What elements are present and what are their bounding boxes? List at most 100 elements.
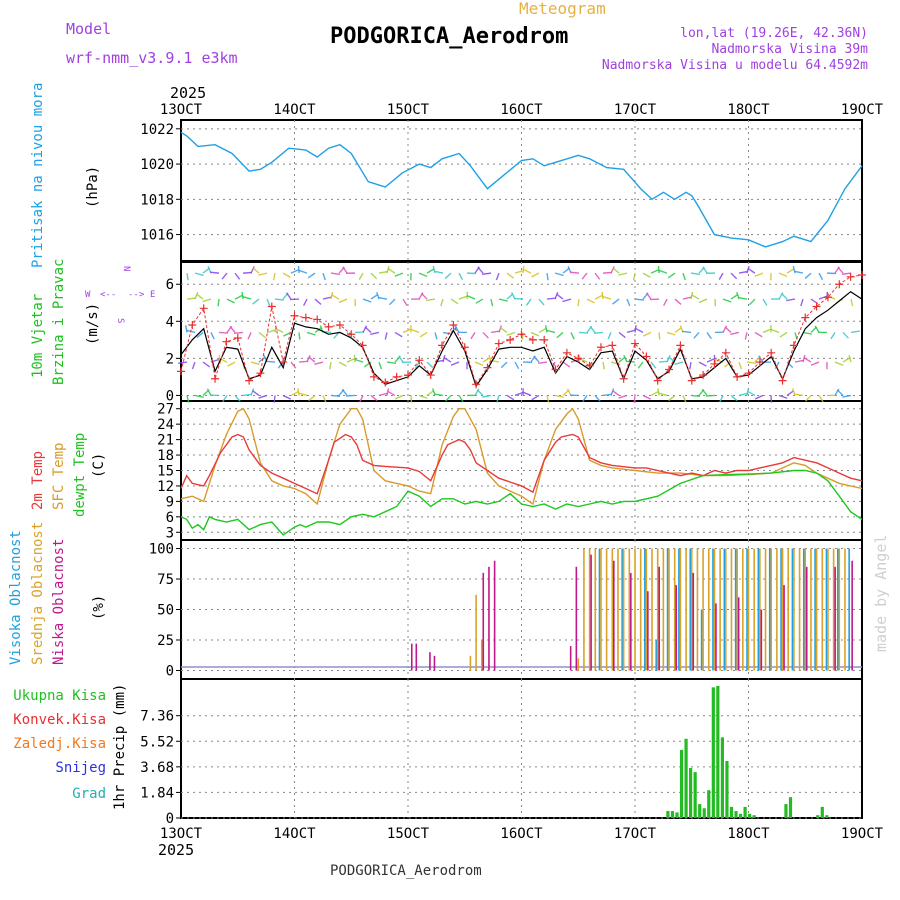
wind-barb: [754, 272, 764, 277]
x-tick-bottom: 19OCT: [841, 826, 884, 842]
meteogram-label: Meteogram: [519, 0, 606, 18]
precip-bar: [670, 811, 675, 818]
wind-barb: [178, 361, 188, 365]
gust-point: [744, 369, 753, 378]
wind-barb: [442, 331, 452, 335]
y-tick-label: 4: [166, 314, 174, 330]
wind-barb: [434, 393, 444, 397]
wind-barb: [778, 394, 788, 399]
wind-barb: [482, 357, 491, 363]
gust-point: [392, 372, 401, 381]
gust-point: [335, 321, 344, 330]
y-tick-label: 0: [166, 388, 174, 404]
compass-w: W: [85, 290, 91, 300]
cloud-unit: (%): [91, 595, 107, 620]
compass-s: S: [115, 318, 125, 323]
gust-point: [755, 358, 764, 367]
precip-bar: [689, 767, 693, 818]
wind-barb: [779, 331, 788, 338]
wind-barb: [730, 293, 739, 300]
gust-point: [665, 365, 674, 374]
wind-barb: [314, 361, 324, 365]
y-tick-label: 0: [166, 811, 174, 827]
wind-barb: [698, 361, 707, 367]
wind-barb: [217, 298, 220, 307]
wind-barb: [387, 268, 396, 274]
wind-barb: [410, 328, 420, 334]
wind-barb: [723, 361, 732, 368]
wind-barb: [778, 272, 788, 278]
wind-barb: [658, 360, 669, 363]
precip-bar: [711, 687, 715, 818]
wind-barb: [786, 298, 796, 302]
gust-point: [415, 356, 424, 365]
gust-point: [608, 341, 617, 350]
wind-barb: [562, 298, 572, 303]
wind-barb: [475, 298, 484, 304]
wind-barb: [398, 355, 404, 363]
y-tick-label: 9: [166, 494, 174, 510]
gust-point: [233, 333, 242, 342]
wind-barb: [506, 394, 515, 401]
wind-barb: [754, 331, 763, 338]
pressure-title: Pritisak na nivou mora: [30, 83, 46, 268]
wind-barb: [691, 294, 700, 300]
wind-barb: [724, 326, 732, 333]
wind-barb: [434, 270, 444, 274]
wind-barb: [420, 292, 428, 300]
wind-barb: [814, 325, 820, 333]
gust-point: [358, 341, 367, 350]
wind-barb: [818, 395, 824, 403]
wind-barb: [282, 394, 292, 400]
gust-point: [222, 337, 231, 346]
wind-barb: [649, 298, 660, 301]
gust-point: [460, 343, 469, 352]
wind-barb: [674, 298, 682, 305]
wind-barb: [626, 298, 631, 307]
wind-barb: [607, 332, 612, 340]
wind-barb: [370, 272, 378, 280]
gust-point: [789, 341, 798, 350]
wind-barb: [582, 395, 588, 403]
wind-barb: [645, 292, 652, 300]
wind-barb: [834, 361, 844, 366]
gust-point: [778, 376, 787, 385]
wind-barb: [359, 395, 364, 403]
cloud-title-mid: Srednja Oblacnost: [30, 522, 46, 665]
wind-barb: [329, 361, 332, 370]
wind-barb: [850, 330, 860, 334]
cloud-title-low: Niska Oblacnost: [51, 539, 67, 665]
wind-barb: [314, 298, 322, 305]
wind-barb: [290, 268, 300, 274]
gust-point: [687, 376, 696, 385]
y-tick-label: 50: [157, 603, 174, 619]
wind-barb: [341, 388, 348, 396]
wind-barb: [490, 298, 494, 307]
wind-barb: [234, 294, 243, 300]
gust-point: [676, 341, 685, 350]
precip-bar: [666, 811, 670, 818]
x-tick-top: 18OCT: [727, 102, 770, 118]
wind-barb: [308, 356, 316, 363]
gust-point: [528, 335, 537, 344]
wind-barb: [354, 358, 364, 363]
wind-barb: [618, 394, 628, 399]
pressure-unit: (hPa): [85, 166, 101, 208]
cloud-bars: [410, 548, 853, 671]
gust-point: [858, 270, 866, 279]
wind-barb: [234, 394, 241, 402]
precip-bar: [693, 772, 697, 818]
wind-barb: [275, 327, 284, 334]
wind-barb: [674, 361, 684, 365]
wind-barb: [594, 394, 601, 402]
y-tick-label: 27: [157, 402, 174, 418]
gust-point: [699, 371, 708, 380]
precip-bar: [720, 737, 724, 818]
wind-barb: [307, 272, 316, 279]
gust-point: [506, 335, 515, 344]
lonlat-label: lon,lat (19.26E, 42.36N): [680, 26, 868, 41]
y-tick-label: 75: [157, 572, 174, 588]
gust-point: [313, 315, 322, 324]
wind-barb: [282, 272, 291, 278]
